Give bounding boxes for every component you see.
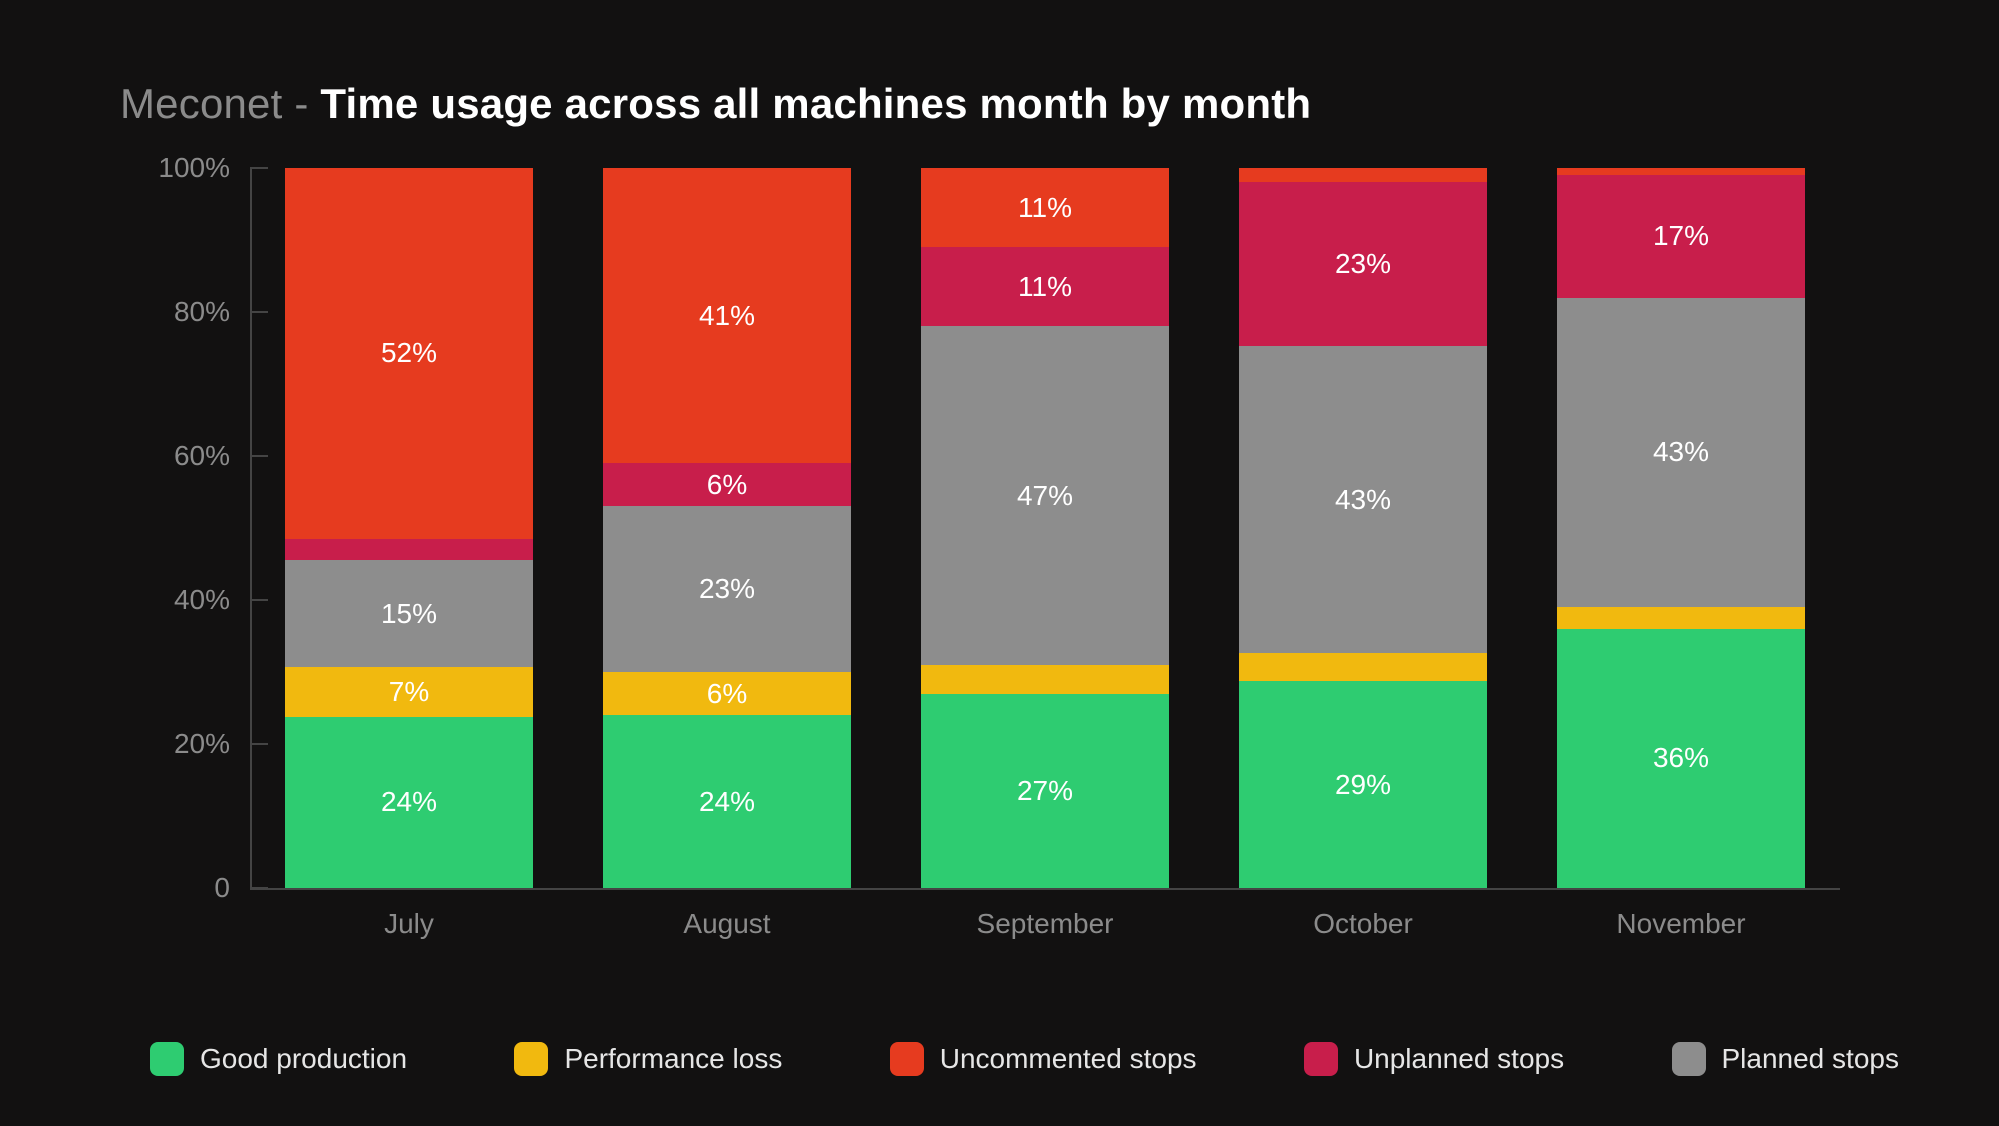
bar-column: 41%6%23%6%24%August	[568, 168, 886, 888]
legend-item-unplanned-stops: Unplanned stops	[1304, 1042, 1564, 1076]
time-usage-chart: 52%15%7%24%July41%6%23%6%24%August11%11%…	[120, 168, 1860, 948]
bar-segment-performance-loss	[1557, 607, 1805, 629]
y-tick-label: 60%	[120, 440, 230, 472]
bar-segment-value: 23%	[1335, 248, 1391, 280]
bar-segment-good-production: 24%	[285, 717, 533, 888]
y-tick-label: 80%	[120, 296, 230, 328]
bar-segment-unplanned-stops	[285, 539, 533, 560]
legend-item-good-production: Good production	[150, 1042, 407, 1076]
legend-swatch	[890, 1042, 924, 1076]
bar-segment-unplanned-stops: 23%	[1239, 182, 1487, 346]
bar-segment-performance-loss: 6%	[603, 672, 851, 715]
bar-segment-uncommented-stops: 52%	[285, 168, 533, 539]
bar-segment-good-production: 27%	[921, 694, 1169, 888]
bar-segment-value: 11%	[1018, 192, 1072, 224]
legend-item-performance-loss: Performance loss	[514, 1042, 782, 1076]
bar-segment-value: 36%	[1653, 742, 1709, 774]
y-tick-label: 20%	[120, 728, 230, 760]
bar-segment-unplanned-stops: 11%	[921, 247, 1169, 326]
bar-stack: 11% 11% 47% 27%	[921, 168, 1169, 888]
bar-segment-unplanned-stops: 6%	[603, 463, 851, 506]
legend-label: Performance loss	[564, 1043, 782, 1075]
bar-segment-planned-stops: 43%	[1557, 298, 1805, 608]
bar-segment-value: 11%	[1018, 271, 1072, 303]
x-tick-label: September	[886, 888, 1204, 940]
bar-segment-value: 29%	[1335, 769, 1391, 801]
x-tick-label: November	[1522, 888, 1840, 940]
title-main: Time usage across all machines month by …	[320, 80, 1311, 127]
bar-segment-good-production: 29%	[1239, 681, 1487, 888]
bar-stack: 23% 43% 29%	[1239, 168, 1487, 888]
bar-stack: 41% 6% 23% 6% 24%	[603, 168, 851, 888]
x-tick-label: October	[1204, 888, 1522, 940]
y-tick	[250, 167, 268, 169]
bar-segment-value: 41%	[699, 300, 755, 332]
y-tick	[250, 743, 268, 745]
legend-label: Good production	[200, 1043, 407, 1075]
bar-segment-planned-stops: 15%	[285, 560, 533, 667]
legend-item-uncommented-stops: Uncommented stops	[890, 1042, 1197, 1076]
legend-label: Unplanned stops	[1354, 1043, 1564, 1075]
bar-stack: 52% 15% 7% 24%	[285, 168, 533, 888]
y-tick-label: 100%	[120, 152, 230, 184]
bar-segment-value: 6%	[707, 469, 747, 501]
bar-segment-value: 52%	[381, 337, 437, 369]
bar-segment-value: 43%	[1653, 436, 1709, 468]
y-tick	[250, 599, 268, 601]
legend-swatch	[150, 1042, 184, 1076]
legend-swatch	[514, 1042, 548, 1076]
bar-segment-uncommented-stops: 11%	[921, 168, 1169, 247]
legend-swatch	[1304, 1042, 1338, 1076]
bar-segment-value: 17%	[1653, 220, 1709, 252]
bar-column: 17%43%36%November	[1522, 168, 1840, 888]
y-tick	[250, 311, 268, 313]
title-prefix: Meconet -	[120, 80, 320, 127]
bar-segment-value: 27%	[1017, 775, 1073, 807]
bar-segment-value: 7%	[389, 676, 429, 708]
bar-segment-value: 24%	[699, 786, 755, 818]
bar-segment-unplanned-stops: 17%	[1557, 175, 1805, 297]
bar-segment-performance-loss: 7%	[285, 667, 533, 717]
bar-stack: 17% 43% 36%	[1557, 168, 1805, 888]
bar-segment-good-production: 36%	[1557, 629, 1805, 888]
bar-column: 11%11%47%27%September	[886, 168, 1204, 888]
bar-segment-value: 24%	[381, 786, 437, 818]
bar-segment-planned-stops: 43%	[1239, 346, 1487, 653]
y-tick	[250, 455, 268, 457]
plot-area: 52%15%7%24%July41%6%23%6%24%August11%11%…	[250, 168, 1840, 888]
legend-label: Uncommented stops	[940, 1043, 1197, 1075]
legend-swatch	[1672, 1042, 1706, 1076]
bar-segment-value: 23%	[699, 573, 755, 605]
page-title: Meconet - Time usage across all machines…	[120, 80, 1879, 128]
bar-segment-uncommented-stops	[1557, 168, 1805, 175]
bar-segment-uncommented-stops: 41%	[603, 168, 851, 463]
bar-segment-performance-loss	[921, 665, 1169, 694]
y-tick	[250, 887, 268, 889]
legend-label: Planned stops	[1722, 1043, 1899, 1075]
bar-group: 52%15%7%24%July41%6%23%6%24%August11%11%…	[250, 168, 1840, 888]
y-tick-label: 0	[120, 872, 230, 904]
bar-segment-uncommented-stops	[1239, 168, 1487, 182]
bar-column: 23%43%29%October	[1204, 168, 1522, 888]
bar-segment-value: 43%	[1335, 484, 1391, 516]
y-tick-label: 40%	[120, 584, 230, 616]
bar-column: 52%15%7%24%July	[250, 168, 568, 888]
bar-segment-value: 47%	[1017, 480, 1073, 512]
bar-segment-value: 15%	[381, 598, 437, 630]
bar-segment-planned-stops: 47%	[921, 326, 1169, 664]
x-tick-label: August	[568, 888, 886, 940]
bar-segment-value: 6%	[707, 678, 747, 710]
bar-segment-good-production: 24%	[603, 715, 851, 888]
bar-segment-planned-stops: 23%	[603, 506, 851, 672]
legend: Good production Performance loss Uncomment…	[150, 1042, 1899, 1076]
legend-item-planned-stops: Planned stops	[1672, 1042, 1899, 1076]
dashboard-page: Meconet - Time usage across all machines…	[0, 0, 1999, 1126]
x-tick-label: July	[250, 888, 568, 940]
bar-segment-performance-loss	[1239, 653, 1487, 682]
